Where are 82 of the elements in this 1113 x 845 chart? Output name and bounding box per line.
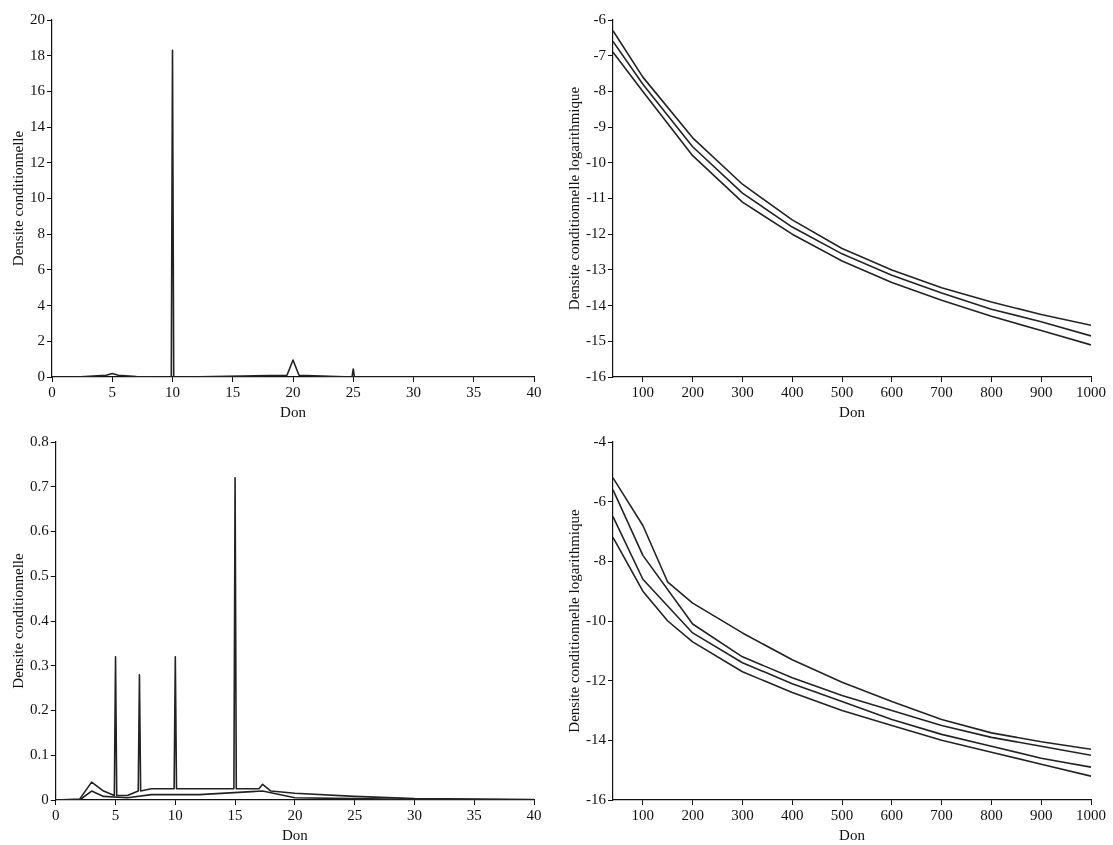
x-tick-label: 700 xyxy=(930,806,953,823)
y-tick-label: 4 xyxy=(37,296,46,313)
y-axis-title: Densite conditionnelle logarithmique xyxy=(565,509,582,733)
y-axis-title: Densite conditionnelle logarithmique xyxy=(565,86,582,311)
x-tick-label: 20 xyxy=(285,383,301,400)
y-tick-label: 0.7 xyxy=(30,477,50,494)
x-tick-label: 800 xyxy=(980,806,1003,823)
x-tick-label: 15 xyxy=(227,806,243,823)
y-tick-label: -9 xyxy=(593,118,606,135)
y-tick-label: 8 xyxy=(37,225,45,242)
x-tick-label: 30 xyxy=(406,383,421,400)
y-tick-label: -8 xyxy=(593,82,606,99)
y-tick-label: -15 xyxy=(586,332,606,349)
x-tick-label: 300 xyxy=(731,806,754,823)
x-tick-label: 600 xyxy=(880,806,904,823)
x-tick-label: 35 xyxy=(466,383,482,400)
y-tick-label: 12 xyxy=(30,153,45,170)
y-tick-label: -4 xyxy=(593,432,607,449)
y-tick-label: -8 xyxy=(593,552,606,569)
x-tick-label: 500 xyxy=(830,383,854,400)
x-tick-label: 25 xyxy=(345,383,361,400)
x-tick-label: 900 xyxy=(1029,806,1053,823)
y-tick-label: -10 xyxy=(586,153,606,170)
x-tick-label: 40 xyxy=(526,383,542,400)
y-tick-label: 0.4 xyxy=(30,611,50,628)
y-tick-label: 0.3 xyxy=(30,656,49,673)
y-tick-label: 0 xyxy=(41,790,49,807)
x-tick-label: 500 xyxy=(830,806,854,823)
y-tick-label: -12 xyxy=(586,671,606,688)
x-axis-title: Don xyxy=(280,403,307,420)
x-tick-label: 700 xyxy=(930,383,953,400)
y-tick-label: -14 xyxy=(586,731,607,748)
y-tick-label: -11 xyxy=(586,189,606,206)
x-tick-label: 200 xyxy=(681,806,704,823)
x-tick-label: 1000 xyxy=(1076,806,1106,823)
y-tick-label: -10 xyxy=(586,611,606,628)
x-tick-label: 20 xyxy=(287,806,303,823)
x-axis-title: Don xyxy=(281,826,309,843)
x-tick-label: 800 xyxy=(980,383,1003,400)
x-tick-label: 300 xyxy=(731,383,754,400)
x-tick-label: 400 xyxy=(781,383,804,400)
y-tick-label: 6 xyxy=(37,260,46,277)
y-tick-label: -16 xyxy=(586,367,607,384)
y-tick-label: 0 xyxy=(37,367,45,384)
y-tick-label: 18 xyxy=(30,46,45,63)
x-tick-label: 5 xyxy=(111,806,120,823)
x-tick-label: 400 xyxy=(781,806,804,823)
x-tick-label: 35 xyxy=(466,806,482,823)
y-tick-label: -16 xyxy=(586,790,607,807)
x-tick-label: 30 xyxy=(406,806,422,823)
y-tick-label: 0.8 xyxy=(30,432,49,449)
x-tick-label: 10 xyxy=(165,383,180,400)
y-tick-label: 14 xyxy=(30,118,46,135)
x-tick-label: 40 xyxy=(526,806,542,823)
y-axis-title: Densite conditionnelle xyxy=(9,130,26,267)
y-axis-title: Densite conditionnelle xyxy=(9,552,26,689)
y-tick-label: 2 xyxy=(37,332,45,349)
y-tick-label: -14 xyxy=(586,296,607,313)
x-tick-label: 25 xyxy=(347,806,363,823)
y-tick-label: 0.6 xyxy=(30,522,50,539)
y-tick-label: -7 xyxy=(593,46,607,63)
y-tick-label: -12 xyxy=(586,225,606,242)
y-tick-label: -6 xyxy=(593,10,607,27)
x-tick-label: 5 xyxy=(108,383,116,400)
x-axis-title: Don xyxy=(839,826,866,843)
x-tick-label: 100 xyxy=(631,806,655,823)
x-tick-label: 200 xyxy=(681,383,704,400)
y-tick-label: -6 xyxy=(593,492,607,509)
y-tick-label: 0.1 xyxy=(30,746,49,763)
x-tick-label: 10 xyxy=(167,806,183,823)
x-tick-label: 100 xyxy=(631,383,655,400)
y-tick-label: 10 xyxy=(30,189,45,206)
y-tick-label: 0.2 xyxy=(30,701,49,718)
y-tick-label: -13 xyxy=(586,260,606,277)
x-tick-label: 900 xyxy=(1029,383,1053,400)
x-tick-label: 15 xyxy=(225,383,241,400)
y-tick-label: 16 xyxy=(30,82,46,99)
x-axis-title: Don xyxy=(839,403,866,420)
x-tick-label: 1000 xyxy=(1076,383,1106,400)
x-tick-label: 600 xyxy=(880,383,904,400)
y-tick-label: 0.5 xyxy=(30,567,49,584)
y-tick-label: 20 xyxy=(30,10,45,27)
